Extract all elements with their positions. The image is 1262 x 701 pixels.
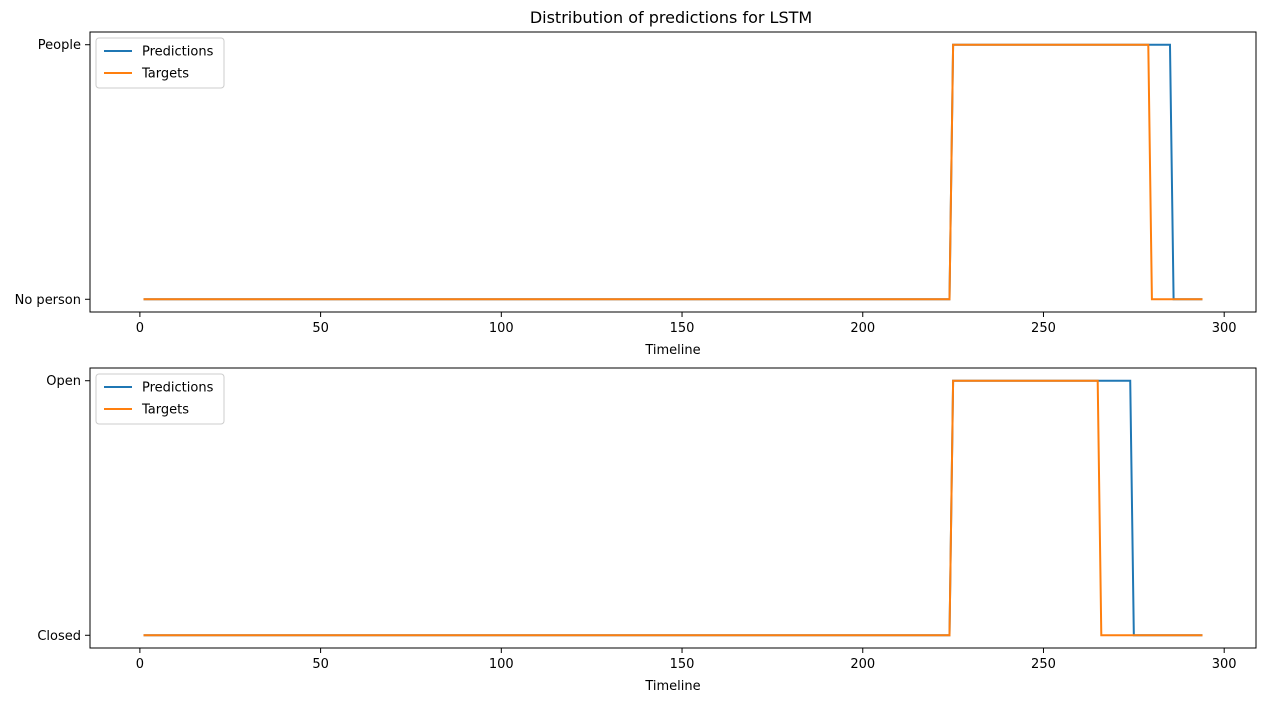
x-tick-label: 200 bbox=[850, 657, 875, 672]
y-tick-label: People bbox=[38, 38, 81, 53]
series-line-predictions bbox=[143, 379, 1203, 637]
figure-title: Distribution of predictions for LSTM bbox=[530, 8, 812, 27]
series-line-targets bbox=[143, 43, 1203, 301]
x-tick-label: 100 bbox=[489, 657, 514, 672]
x-tick-label: 0 bbox=[136, 321, 144, 336]
x-tick-label: 250 bbox=[1031, 657, 1056, 672]
legend-label-predictions: Predictions bbox=[142, 381, 214, 396]
legend-label-predictions: Predictions bbox=[142, 45, 214, 60]
x-tick-label: 150 bbox=[670, 657, 695, 672]
x-tick-label: 0 bbox=[136, 657, 144, 672]
plot-panel-bottom: 0 50 100 150 200 250 300 Closed Open Timeline Pred… bbox=[37, 367, 1257, 694]
axes-frame bbox=[89, 367, 1257, 649]
x-axis-label: Timeline bbox=[644, 679, 700, 694]
plot-panel-top: 0 50 100 150 200 250 300 No person People Timelin… bbox=[15, 31, 1257, 358]
y-tick-label: No person bbox=[15, 293, 81, 308]
x-tick-label: 100 bbox=[489, 321, 514, 336]
x-tick-label: 300 bbox=[1212, 657, 1237, 672]
x-tick-label: 150 bbox=[670, 321, 695, 336]
legend-label-targets: Targets bbox=[141, 403, 189, 418]
x-tick-label: 300 bbox=[1212, 321, 1237, 336]
series-line-predictions bbox=[143, 43, 1203, 301]
x-axis-label: Timeline bbox=[644, 343, 700, 358]
y-tick-label: Open bbox=[46, 374, 81, 389]
x-tick-label: 200 bbox=[850, 321, 875, 336]
legend-label-targets: Targets bbox=[141, 67, 189, 82]
x-tick-label: 50 bbox=[312, 657, 329, 672]
series-line-targets bbox=[143, 379, 1203, 637]
y-tick-label: Closed bbox=[37, 629, 81, 644]
axes-frame bbox=[89, 31, 1257, 313]
x-tick-label: 250 bbox=[1031, 321, 1056, 336]
x-tick-label: 50 bbox=[312, 321, 329, 336]
